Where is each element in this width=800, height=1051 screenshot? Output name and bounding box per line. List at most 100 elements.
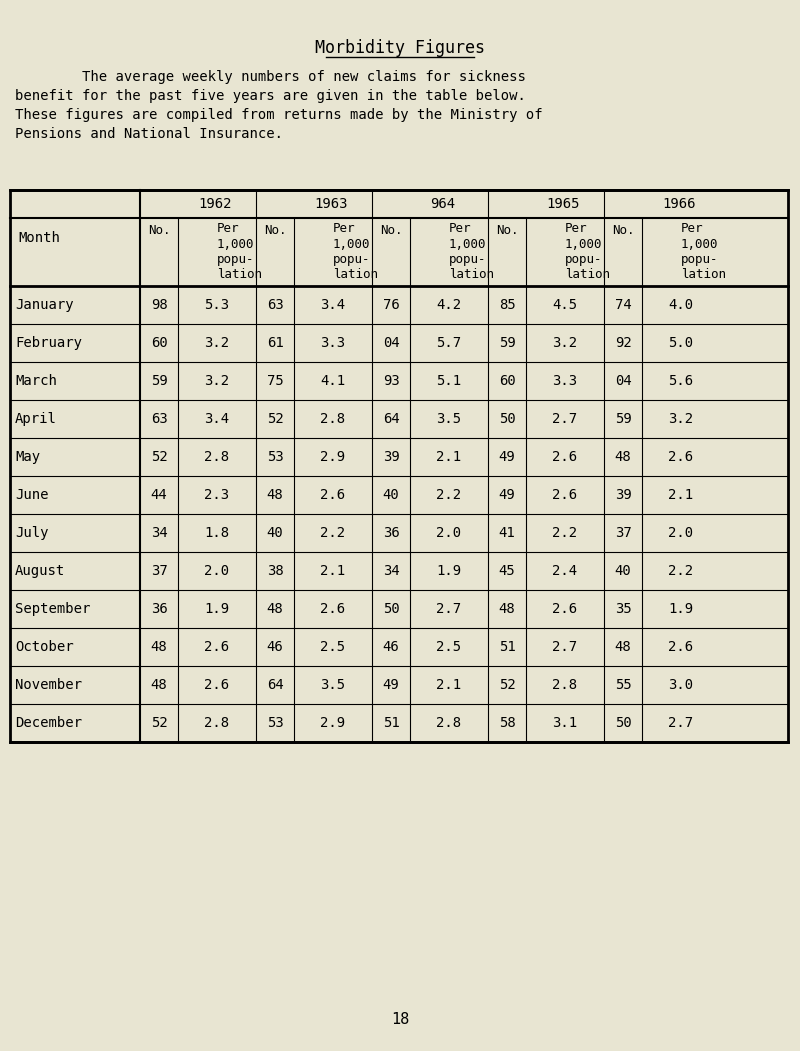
- Text: 85: 85: [498, 298, 515, 312]
- Text: 2.8: 2.8: [437, 716, 462, 730]
- Text: 2.5: 2.5: [437, 640, 462, 654]
- Text: 39: 39: [382, 450, 399, 463]
- Text: 2.6: 2.6: [205, 678, 230, 692]
- Text: 48: 48: [614, 640, 631, 654]
- Text: 4.5: 4.5: [553, 298, 578, 312]
- Text: 2.6: 2.6: [553, 488, 578, 502]
- Text: These figures are compiled from returns made by the Ministry of: These figures are compiled from returns …: [15, 108, 542, 122]
- Text: 64: 64: [266, 678, 283, 692]
- Text: 76: 76: [382, 298, 399, 312]
- Text: 40: 40: [382, 488, 399, 502]
- Text: 61: 61: [266, 336, 283, 350]
- Text: 2.7: 2.7: [669, 716, 694, 730]
- Text: 41: 41: [498, 526, 515, 540]
- Text: 2.6: 2.6: [553, 450, 578, 463]
- Text: 40: 40: [266, 526, 283, 540]
- Text: 3.4: 3.4: [205, 412, 230, 426]
- Text: July: July: [15, 526, 49, 540]
- Text: 35: 35: [614, 602, 631, 616]
- Text: 2.2: 2.2: [437, 488, 462, 502]
- Text: 2.6: 2.6: [321, 488, 346, 502]
- Text: March: March: [15, 374, 57, 388]
- Text: 2.7: 2.7: [553, 412, 578, 426]
- Text: Per
1,000
popu-
lation: Per 1,000 popu- lation: [565, 222, 610, 282]
- Text: 1.9: 1.9: [205, 602, 230, 616]
- Text: 45: 45: [498, 564, 515, 578]
- Text: Per
1,000
popu-
lation: Per 1,000 popu- lation: [681, 222, 726, 282]
- Text: 04: 04: [614, 374, 631, 388]
- Text: December: December: [15, 716, 82, 730]
- Text: 50: 50: [614, 716, 631, 730]
- Text: 3.2: 3.2: [669, 412, 694, 426]
- Text: 2.8: 2.8: [553, 678, 578, 692]
- Text: 3.3: 3.3: [553, 374, 578, 388]
- Text: 64: 64: [382, 412, 399, 426]
- Text: 63: 63: [266, 298, 283, 312]
- Text: 63: 63: [150, 412, 167, 426]
- Text: 2.7: 2.7: [437, 602, 462, 616]
- Text: May: May: [15, 450, 40, 463]
- Text: 53: 53: [266, 716, 283, 730]
- Text: 49: 49: [382, 678, 399, 692]
- Text: 48: 48: [150, 640, 167, 654]
- Text: 3.0: 3.0: [669, 678, 694, 692]
- Text: June: June: [15, 488, 49, 502]
- Text: 2.3: 2.3: [205, 488, 230, 502]
- Text: 38: 38: [266, 564, 283, 578]
- Text: 46: 46: [266, 640, 283, 654]
- Text: 5.6: 5.6: [669, 374, 694, 388]
- Text: Per
1,000
popu-
lation: Per 1,000 popu- lation: [449, 222, 494, 282]
- Text: 37: 37: [614, 526, 631, 540]
- Text: 37: 37: [150, 564, 167, 578]
- Text: 4.1: 4.1: [321, 374, 346, 388]
- Text: 5.3: 5.3: [205, 298, 230, 312]
- Text: Month: Month: [18, 231, 60, 245]
- Text: 1.8: 1.8: [205, 526, 230, 540]
- Text: benefit for the past five years are given in the table below.: benefit for the past five years are give…: [15, 89, 526, 103]
- Text: 34: 34: [150, 526, 167, 540]
- Text: 51: 51: [498, 640, 515, 654]
- Text: 2.0: 2.0: [437, 526, 462, 540]
- Text: 2.2: 2.2: [669, 564, 694, 578]
- Text: 4.0: 4.0: [669, 298, 694, 312]
- Text: 18: 18: [391, 1012, 409, 1028]
- Text: 58: 58: [498, 716, 515, 730]
- Text: 2.8: 2.8: [205, 716, 230, 730]
- Text: 2.1: 2.1: [437, 450, 462, 463]
- Text: 50: 50: [382, 602, 399, 616]
- Text: 2.1: 2.1: [669, 488, 694, 502]
- Text: 2.6: 2.6: [321, 602, 346, 616]
- Text: 1.9: 1.9: [437, 564, 462, 578]
- Text: 46: 46: [382, 640, 399, 654]
- Text: 1966: 1966: [662, 197, 695, 211]
- Text: October: October: [15, 640, 74, 654]
- Text: 2.2: 2.2: [321, 526, 346, 540]
- Text: 2.9: 2.9: [321, 716, 346, 730]
- Text: 2.8: 2.8: [205, 450, 230, 463]
- Text: 2.5: 2.5: [321, 640, 346, 654]
- Text: No.: No.: [148, 224, 170, 236]
- Text: 3.5: 3.5: [437, 412, 462, 426]
- Text: No.: No.: [264, 224, 286, 236]
- Text: 2.0: 2.0: [205, 564, 230, 578]
- Text: Per
1,000
popu-
lation: Per 1,000 popu- lation: [217, 222, 262, 282]
- Text: 3.2: 3.2: [205, 374, 230, 388]
- Text: 60: 60: [498, 374, 515, 388]
- Text: Pensions and National Insurance.: Pensions and National Insurance.: [15, 127, 283, 141]
- Text: 48: 48: [614, 450, 631, 463]
- Text: 3.2: 3.2: [553, 336, 578, 350]
- Text: 98: 98: [150, 298, 167, 312]
- Text: 964: 964: [430, 197, 455, 211]
- Text: Per
1,000
popu-
lation: Per 1,000 popu- lation: [333, 222, 378, 282]
- Text: 2.1: 2.1: [437, 678, 462, 692]
- Text: 48: 48: [266, 602, 283, 616]
- Text: 40: 40: [614, 564, 631, 578]
- Text: 52: 52: [498, 678, 515, 692]
- Text: 4.2: 4.2: [437, 298, 462, 312]
- Text: 53: 53: [266, 450, 283, 463]
- Text: 52: 52: [150, 450, 167, 463]
- Text: 52: 52: [150, 716, 167, 730]
- Bar: [10, 190, 788, 742]
- Text: 39: 39: [614, 488, 631, 502]
- Text: August: August: [15, 564, 66, 578]
